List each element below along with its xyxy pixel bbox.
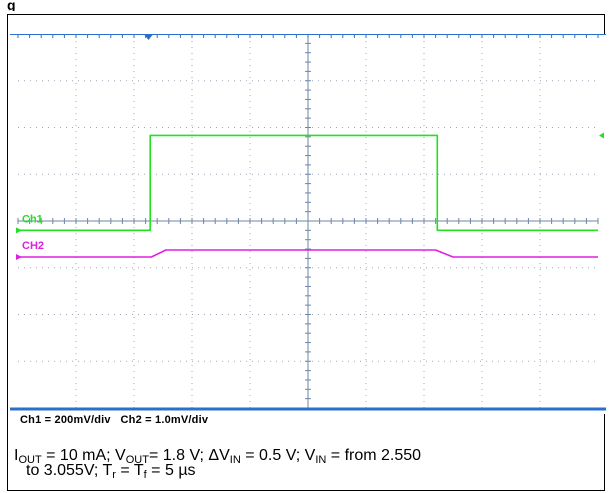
caption-text: = from 2.550 — [326, 447, 422, 464]
trace-ch1 — [18, 134, 598, 232]
oscilloscope-plot: Ch1 CH2 — [10, 34, 606, 411]
caption-sub: IN — [315, 454, 327, 466]
trigger-position-marker — [144, 35, 153, 40]
channel-label-ch1: Ch1 — [22, 213, 43, 225]
caption-sub: r — [112, 469, 116, 481]
oscilloscope-screen: Ch1 CH2 — [10, 34, 606, 414]
caption-sub: OUT — [18, 454, 42, 466]
caption-text: = 1.8 V; ΔV — [148, 447, 230, 464]
caption-line-1: IOUT = 10 mA; VOUT= 1.8 V; ΔVIN = 0.5 V;… — [14, 447, 594, 466]
caption-text: = 10 mA; V — [41, 447, 126, 464]
ground-level-marker — [16, 253, 22, 260]
caption-line-2: to 3.055V; Tr = Tf = 5 µs — [14, 462, 594, 481]
caption-text: I — [14, 447, 19, 464]
ground-level-marker — [16, 227, 22, 234]
figure-heading-fragment: g — [7, 0, 16, 11]
channel-label-ch2: CH2 — [22, 240, 44, 252]
caption-text: = 5 µs — [146, 462, 196, 479]
caption-text: = T — [115, 462, 144, 479]
caption-sub: f — [143, 469, 147, 481]
caption-text: = 0.5 V; V — [240, 447, 316, 464]
caption-sub: IN — [229, 454, 241, 466]
scale-readout: Ch1 = 200mV/div Ch2 = 1.0mV/div — [20, 414, 209, 426]
caption-text: to 3.055V; T — [26, 462, 113, 479]
trigger-level-marker — [599, 132, 604, 139]
trace-ch2 — [18, 249, 598, 258]
caption-sub: OUT — [125, 454, 149, 466]
figure-caption: IOUT = 10 mA; VOUT= 1.8 V; ΔVIN = 0.5 V;… — [14, 447, 594, 481]
